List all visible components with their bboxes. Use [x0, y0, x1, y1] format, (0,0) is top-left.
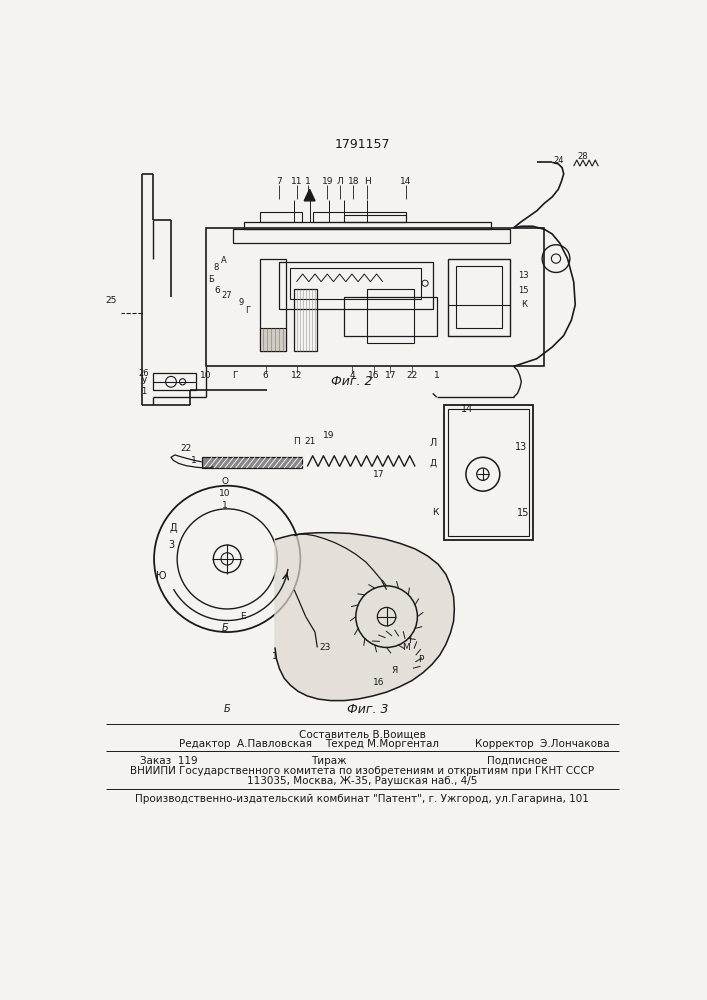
Text: 22: 22	[407, 371, 418, 380]
Text: Составитель В.Воищев: Составитель В.Воищев	[298, 729, 426, 739]
Bar	[344, 297, 437, 336]
Text: 1: 1	[222, 500, 228, 510]
Text: Корректор  Э.Лончакова: Корректор Э.Лончакова	[475, 739, 609, 749]
Text: 24: 24	[553, 156, 563, 165]
Text: 14: 14	[400, 177, 411, 186]
Text: 10: 10	[219, 489, 230, 498]
Text: Фиг. 3: Фиг. 3	[346, 703, 388, 716]
Bar	[291, 268, 421, 299]
Text: Б: Б	[224, 704, 230, 714]
Text: 7: 7	[276, 177, 281, 186]
Text: Ю: Ю	[156, 571, 166, 581]
Text: 27: 27	[222, 291, 233, 300]
Text: 12: 12	[291, 371, 302, 380]
Text: Д: Д	[170, 523, 177, 533]
Text: 17: 17	[385, 371, 396, 380]
Text: 13: 13	[518, 271, 529, 280]
Text: 23: 23	[320, 643, 331, 652]
Text: Г: Г	[245, 306, 250, 315]
Bar	[259, 212, 302, 222]
Text: Б: Б	[208, 275, 214, 284]
Text: 17: 17	[373, 470, 385, 479]
Text: 26: 26	[139, 369, 149, 378]
Text: Г: Г	[232, 371, 238, 380]
Text: ВНИИПИ Государственного комитета по изобретениям и открытиям при ГКНТ СССР: ВНИИПИ Государственного комитета по изоб…	[130, 766, 594, 776]
Text: 1: 1	[434, 371, 440, 380]
Text: 1: 1	[305, 177, 311, 186]
Text: Л: Л	[337, 177, 344, 186]
Bar	[344, 215, 406, 222]
Text: 14: 14	[461, 404, 474, 414]
Text: Е: Е	[240, 612, 245, 621]
Text: Н: Н	[364, 177, 370, 186]
Text: 15: 15	[517, 508, 529, 518]
Text: 1: 1	[141, 387, 146, 396]
Text: 11: 11	[291, 177, 303, 186]
Text: О: О	[221, 477, 228, 486]
Text: 25: 25	[106, 296, 117, 305]
Text: Техред М.Моргентал: Техред М.Моргентал	[325, 739, 439, 749]
Text: 6: 6	[263, 371, 269, 380]
Text: П: П	[293, 437, 300, 446]
Bar	[444, 405, 533, 540]
Text: К: К	[520, 300, 527, 309]
Text: Подписное: Подписное	[487, 756, 548, 766]
Text: 1791157: 1791157	[334, 138, 390, 151]
Text: Р: Р	[419, 654, 424, 664]
Text: 9: 9	[238, 298, 244, 307]
Text: 113035, Москва, Ж-35, Раушская наб., 4/5: 113035, Москва, Ж-35, Раушская наб., 4/5	[247, 776, 477, 786]
Text: 3: 3	[168, 540, 174, 550]
Text: 16: 16	[368, 371, 379, 380]
Bar	[279, 262, 433, 309]
Text: Я: Я	[391, 666, 397, 675]
Bar	[294, 289, 317, 351]
Bar	[456, 266, 502, 328]
Text: Тираж: Тираж	[311, 756, 346, 766]
Text: Л: Л	[429, 438, 436, 448]
Text: 21: 21	[304, 437, 315, 446]
Text: 19: 19	[323, 431, 334, 440]
Bar	[259, 328, 286, 351]
Text: 28: 28	[578, 152, 588, 161]
Text: 1: 1	[191, 456, 197, 465]
Bar	[201, 457, 302, 468]
Text: Б: Б	[221, 623, 228, 633]
Text: Редактор  А.Павловская: Редактор А.Павловская	[179, 739, 312, 749]
Bar	[448, 409, 529, 536]
Polygon shape	[304, 189, 315, 201]
Text: 1: 1	[272, 652, 278, 661]
Text: 15: 15	[518, 286, 529, 295]
Text: М: М	[402, 643, 410, 652]
Text: 13: 13	[515, 442, 527, 452]
Bar	[368, 289, 414, 343]
Bar	[448, 259, 510, 336]
Text: К: К	[432, 508, 438, 517]
Text: 16: 16	[373, 678, 385, 687]
Text: 22: 22	[181, 444, 192, 453]
Bar	[233, 229, 510, 243]
Text: 10: 10	[200, 371, 211, 380]
Text: Заказ  119: Заказ 119	[140, 756, 198, 766]
Text: 19: 19	[322, 177, 333, 186]
Polygon shape	[275, 533, 455, 701]
Text: А: А	[221, 256, 227, 265]
Text: 6: 6	[214, 286, 220, 295]
Text: 8: 8	[213, 263, 218, 272]
Text: Д: Д	[429, 458, 436, 467]
Bar	[259, 259, 286, 351]
Bar	[206, 228, 544, 366]
Text: 18: 18	[348, 177, 359, 186]
Text: 4: 4	[349, 371, 355, 380]
Text: Фиг. 2: Фиг. 2	[331, 375, 373, 388]
Bar	[153, 373, 196, 389]
Bar	[244, 222, 491, 229]
Text: Производственно-издательский комбинат "Патент", г. Ужгород, ул.Гагарина, 101: Производственно-издательский комбинат "П…	[135, 794, 589, 804]
Bar	[313, 212, 406, 222]
Text: У: У	[141, 377, 146, 386]
